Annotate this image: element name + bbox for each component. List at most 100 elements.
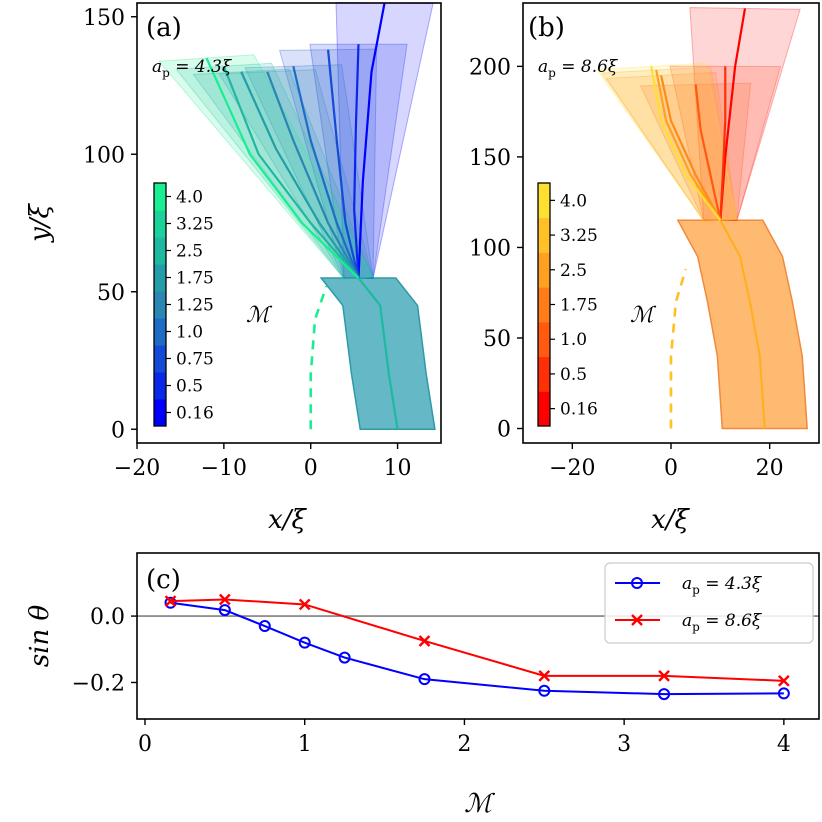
panel-c-xlabel: ℳ <box>464 789 495 819</box>
colorbar-segment <box>538 356 550 392</box>
panel-a-wake-band <box>175 62 374 280</box>
panel-b-dashed-path <box>669 268 688 429</box>
panel-b-colorbar-label: ℳ <box>630 303 657 328</box>
colorbar-segment <box>154 291 166 319</box>
panel-c-label: (c) <box>146 565 181 595</box>
panel-a-trajectory-line <box>292 65 360 279</box>
panel-b-annotation: ap = 8.6ξ <box>538 57 619 80</box>
legend-text-a: ap = 4.3ξ <box>682 574 763 597</box>
panel-b-ytick-label: 50 <box>483 327 511 352</box>
colorbar-segment <box>154 318 166 346</box>
panel-a-ylabel: y/ξ <box>25 202 55 242</box>
panel-b-xtick-label: −20 <box>549 456 595 481</box>
panel-a-colorbar-label: ℳ <box>246 303 273 328</box>
panel-c-point <box>298 598 311 611</box>
panel-a-stem-line <box>357 277 399 430</box>
panel-b-ytick-label: 150 <box>469 146 511 171</box>
panel-a-trajectory-line <box>353 44 360 279</box>
panel-c: 0 1 2 3 4 −0.2 0.0 (c) sin θ ℳ ap = 4.3ξ ap = … <box>25 552 820 819</box>
panel-c-ticks: 0 1 2 3 4 −0.2 0.0 <box>72 605 791 757</box>
panel-c-point <box>418 673 431 686</box>
panel-c-point <box>258 620 271 633</box>
panel-b-ytick-label: 100 <box>469 236 511 261</box>
panel-b-ytick-label: 200 <box>469 55 511 80</box>
colorbar-tick-label: 3.25 <box>176 215 214 235</box>
panel-a-dashed-path <box>309 285 328 430</box>
colorbar-segment <box>154 372 166 400</box>
colorbar-segment <box>538 183 550 219</box>
panel-c-xtick-label: 4 <box>777 732 791 757</box>
panel-b-label: (b) <box>528 13 565 43</box>
panel-b-ytick-label: 0 <box>497 418 511 443</box>
panel-c-point <box>778 674 790 687</box>
panel-a-ytick-label: 0 <box>111 418 125 443</box>
colorbar-tick-label: 2.5 <box>176 242 203 262</box>
panel-b-wake-band <box>689 7 801 222</box>
colorbar-segment <box>154 183 166 211</box>
panel-b-wake-band <box>600 66 738 222</box>
panel-c-plot <box>137 593 819 701</box>
colorbar-segment <box>538 217 550 253</box>
panel-a-trajectory-line <box>357 2 386 279</box>
colorbar-segment <box>154 399 166 427</box>
panel-a-trajectory-line <box>205 57 360 279</box>
panel-c-point <box>164 595 177 607</box>
panel-a-frame <box>136 2 442 444</box>
panel-c-point <box>298 636 311 649</box>
panel-b-xtick-label: 0 <box>664 456 678 481</box>
panel-a-xtick-label: −20 <box>114 456 160 481</box>
panel-a-ytick-label: 50 <box>97 281 125 306</box>
legend-marker-b <box>631 614 643 626</box>
colorbar-segment <box>538 321 550 358</box>
panel-a-xlabel: x/ξ <box>268 505 307 535</box>
panel-c-point <box>777 687 790 700</box>
panel-c-xtick-label: 0 <box>138 732 152 757</box>
legend-text-b: ap = 8.6ξ <box>682 611 763 634</box>
panel-b-trajectory-line <box>694 84 722 221</box>
panel-c-frame <box>136 552 820 720</box>
panel-c-point <box>658 669 670 682</box>
colorbar-tick-label: 1.75 <box>560 296 598 316</box>
colorbar-tick-label: 3.25 <box>560 226 598 246</box>
panel-a-trajectory-line <box>222 65 360 279</box>
panel-a-trajectory-line <box>326 49 360 279</box>
panel-b-xlabel: x/ξ <box>651 505 690 535</box>
panel-c-legend: ap = 4.3ξ ap = 8.6ξ <box>604 562 814 644</box>
colorbar-tick-label: 1.25 <box>176 296 214 316</box>
panel-b-trajectory-line <box>655 69 722 221</box>
colorbar-tick-label: 0.75 <box>176 350 214 370</box>
colorbar-segment <box>538 391 550 427</box>
colorbar-tick-label: 0.16 <box>176 404 214 424</box>
colorbar-segment <box>538 287 550 323</box>
panel-b-trajectory-line <box>660 75 722 221</box>
panel-a-xtick-label: −10 <box>201 456 247 481</box>
panel-a-annotation: ap = 4.3ξ <box>152 57 233 80</box>
panel-c-point <box>338 651 351 664</box>
colorbar-segment <box>154 264 166 292</box>
panel-c-ytick-label: −0.2 <box>72 671 125 696</box>
panel-c-point <box>538 669 551 682</box>
panel-b-trajectory-line <box>719 66 727 221</box>
colorbar-tick-label: 0.16 <box>560 400 598 420</box>
panel-c-point <box>218 604 231 617</box>
panel-b-xtick-label: 20 <box>756 456 784 481</box>
panel-a-trajectories <box>205 2 399 430</box>
colorbar-tick-label: 1.75 <box>176 269 214 289</box>
colorbar-tick-label: 0.5 <box>176 377 203 397</box>
panel-a-wake-band <box>244 64 374 279</box>
colorbar-tick-label: 4.0 <box>560 191 587 211</box>
panel-a-colorbar: 0.16 0.5 0.75 1.0 1.25 1.75 2.5 3.25 4.0 <box>153 182 214 427</box>
panel-a-wake-band <box>218 69 374 280</box>
panel-c-point <box>164 596 177 609</box>
panel-b-stem-line <box>719 219 766 429</box>
colorbar-tick-label: 1.0 <box>176 323 203 343</box>
panel-a-trajectory-line <box>240 71 360 279</box>
colorbar-tick-label: 0.5 <box>560 365 587 385</box>
panel-a-ytick-label: 100 <box>83 143 125 168</box>
colorbar-tick-label: 2.5 <box>560 261 587 281</box>
panel-a-trajectory-line <box>266 71 360 279</box>
panel-b-wake-band <box>605 71 738 222</box>
